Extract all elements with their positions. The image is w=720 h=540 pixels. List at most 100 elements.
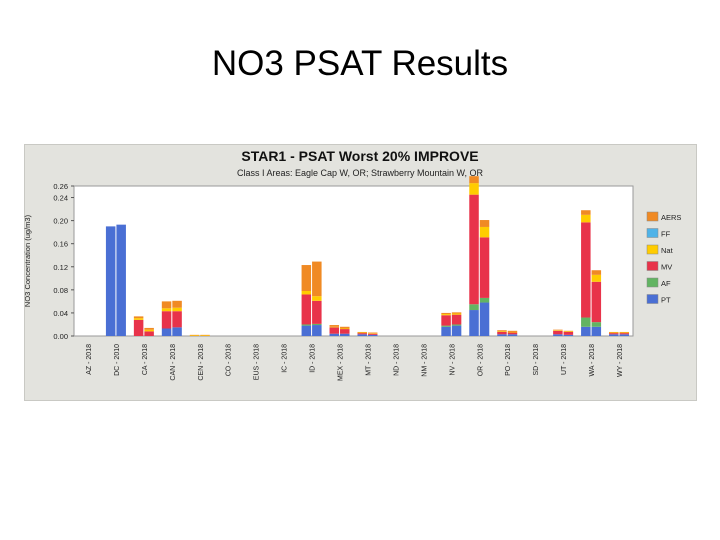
bar-segment-aers xyxy=(357,331,367,333)
bar-segment-nat xyxy=(200,335,210,336)
legend-swatch xyxy=(646,294,659,304)
bar-segment-pt xyxy=(161,328,172,336)
bar-segment-mv xyxy=(553,330,563,335)
bar-segment-pt xyxy=(340,333,350,336)
legend-label: FF xyxy=(661,230,671,239)
bar-segment-aers xyxy=(161,301,172,309)
plot-area xyxy=(73,185,634,337)
x-tick-label: AZ - 2018 xyxy=(86,344,93,375)
bar-segment-aers xyxy=(133,316,144,319)
bar-segment-pt xyxy=(563,334,574,336)
bar-segment-af xyxy=(591,322,602,327)
x-tick-label: CO - 2018 xyxy=(226,344,233,376)
bar-segment-af xyxy=(479,297,490,303)
bar-segment-mv xyxy=(367,333,378,335)
x-tick-label: WY - 2018 xyxy=(617,344,624,377)
y-tick-label: 0.12 xyxy=(53,263,68,272)
bar-segment-af xyxy=(441,325,451,327)
bar-segment-pt xyxy=(301,325,312,336)
bar-segment-pt xyxy=(367,334,378,336)
bar-segment-pt xyxy=(609,334,619,336)
bar-segment-mv xyxy=(619,333,630,335)
bar-segment-pt xyxy=(357,334,367,336)
y-tick-label: 0.04 xyxy=(53,309,68,318)
bar-segment-nat xyxy=(329,326,340,328)
bar-segment-nat xyxy=(133,318,144,320)
chart-subtitle: Class I Areas: Eagle Cap W, OR; Strawber… xyxy=(236,168,484,178)
bar-segment-nat xyxy=(469,183,479,195)
legend-label: AF xyxy=(661,279,671,288)
bar-segment-nat xyxy=(172,307,182,312)
bar-segment-aers xyxy=(497,330,507,332)
bar-segment-nat xyxy=(451,313,462,315)
bar-segment-pt xyxy=(329,333,340,336)
bar-segment-pt xyxy=(105,226,116,336)
bar-segment-af xyxy=(581,317,591,327)
bar-segment-nat xyxy=(619,332,630,334)
bar-segment-nat xyxy=(161,308,172,312)
y-tick-label: 0.20 xyxy=(53,217,68,226)
bar-segment-aers xyxy=(301,265,312,291)
x-tick-label: ID - 2018 xyxy=(310,344,317,373)
x-tick-label: NM - 2018 xyxy=(421,344,428,377)
y-tick-label: 0.26 xyxy=(53,182,68,191)
bar-segment-mv xyxy=(357,333,367,335)
bar-segment-pt xyxy=(619,334,630,336)
y-tick-label: 0.24 xyxy=(53,194,68,203)
bar-segment-nat xyxy=(581,214,591,223)
x-tick-label: PO - 2018 xyxy=(505,344,512,376)
bar-segment-nat xyxy=(301,291,312,295)
bar-segment-aers xyxy=(553,329,563,331)
bar-segment-pt xyxy=(581,326,591,336)
bar-segment-pt xyxy=(172,327,182,336)
bar-segment-aers xyxy=(581,210,591,215)
x-tick-label: SD - 2018 xyxy=(533,344,540,376)
x-tick-label: CA - 2018 xyxy=(142,344,149,375)
bar-segment-nat xyxy=(609,332,619,334)
y-tick-label: 0.16 xyxy=(53,240,68,249)
legend-label: AERS xyxy=(661,213,681,222)
x-tick-label: ND - 2018 xyxy=(393,344,400,376)
bar-segment-aers xyxy=(340,326,350,329)
bar-segment-nat xyxy=(479,226,490,238)
bar-segment-nat xyxy=(357,332,367,334)
legend-swatch xyxy=(646,277,659,288)
bar-segment-nat xyxy=(144,329,154,332)
bar-segment-mv xyxy=(144,331,154,336)
bar-segment-aers xyxy=(469,176,479,184)
bar-segment-pt xyxy=(451,325,462,336)
bar-segment-mv xyxy=(340,329,350,334)
bar-segment-pt xyxy=(479,302,490,336)
bar-segment-aers xyxy=(609,331,619,333)
bar-segment-pt xyxy=(553,334,563,336)
bar-segment-aers xyxy=(367,332,378,334)
bar-segment-mv xyxy=(329,327,340,334)
x-tick-label: EUS - 2018 xyxy=(254,344,261,380)
bar-segment-mv xyxy=(479,237,490,298)
bar-segment-aers xyxy=(172,300,182,308)
bar-segment-pt xyxy=(469,310,479,336)
bar-segment-mv xyxy=(441,315,451,326)
bar-segment-aers xyxy=(591,270,602,275)
x-tick-label: OR - 2018 xyxy=(477,344,484,376)
bar-segment-nat xyxy=(441,314,451,316)
bar-segment-mv xyxy=(581,222,591,318)
legend-swatch xyxy=(646,211,659,222)
bar-segment-nat xyxy=(553,330,563,331)
bar-segment-pt xyxy=(497,334,507,336)
bar-segment-mv xyxy=(497,331,507,335)
x-tick-label: IC - 2018 xyxy=(282,344,289,373)
bar-segment-af xyxy=(312,323,322,326)
bar-segment-mv xyxy=(451,314,462,325)
bar-segment-pt xyxy=(507,334,518,336)
slide-title: NO3 PSAT Results xyxy=(211,44,509,83)
x-tick-label: CAN - 2018 xyxy=(170,344,177,381)
bar-segment-mv xyxy=(301,294,312,325)
bar-segment-mv xyxy=(507,332,518,335)
bar-segment-pt xyxy=(312,325,322,336)
bar-segment-nat xyxy=(312,296,322,301)
legend-label: MV xyxy=(661,263,672,272)
legend-label: Nat xyxy=(661,246,674,255)
bar-segment-nat xyxy=(563,331,574,332)
